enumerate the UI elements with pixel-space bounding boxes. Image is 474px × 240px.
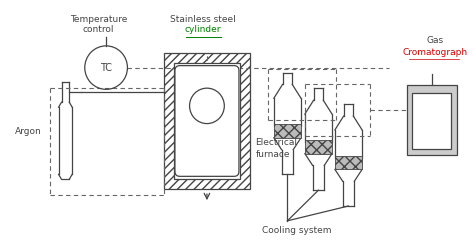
Text: Cromatograph: Cromatograph	[402, 48, 467, 57]
Bar	[164, 53, 250, 189]
Bar	[174, 63, 240, 179]
Bar	[274, 124, 301, 138]
Text: control: control	[82, 25, 114, 34]
Text: TC: TC	[100, 63, 112, 73]
Bar	[335, 156, 362, 169]
Text: Temperature: Temperature	[70, 15, 127, 24]
FancyBboxPatch shape	[175, 66, 239, 176]
Text: Argon: Argon	[15, 127, 42, 136]
Text: furnace: furnace	[255, 150, 290, 159]
Text: cylinder: cylinder	[185, 25, 221, 34]
Text: Stainless steel: Stainless steel	[170, 15, 236, 24]
Text: Cooling system: Cooling system	[263, 226, 332, 235]
Text: Gas: Gas	[426, 36, 443, 45]
Bar	[412, 93, 451, 149]
Text: Electrical: Electrical	[255, 138, 297, 147]
Bar	[407, 85, 457, 155]
Text: GC: GC	[424, 115, 440, 125]
Bar	[305, 140, 332, 154]
